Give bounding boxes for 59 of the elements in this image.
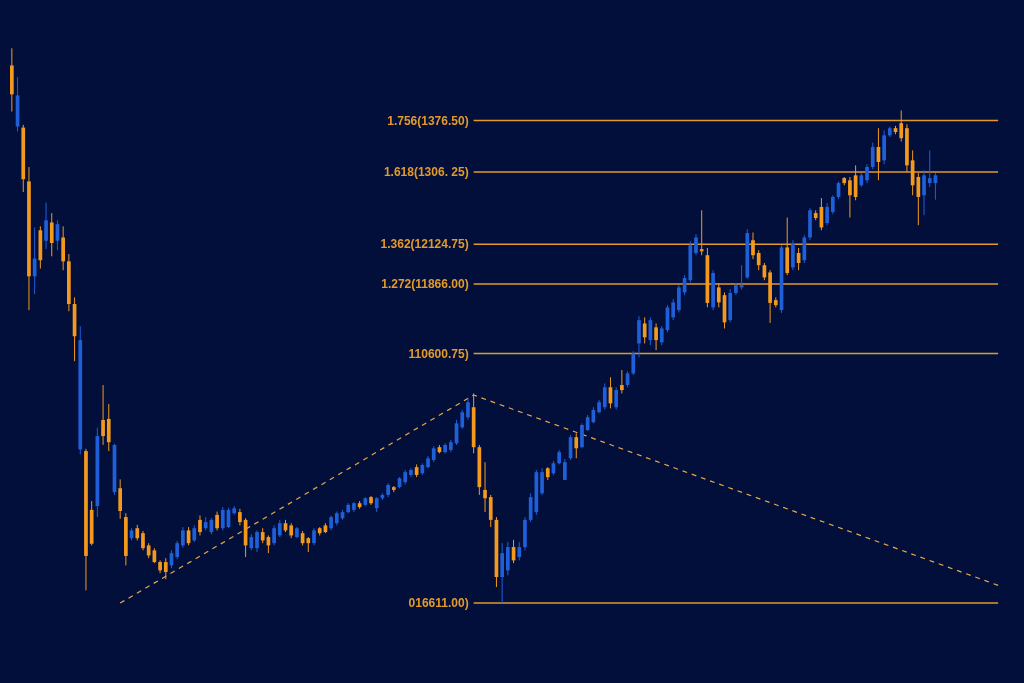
candlestick bbox=[32, 226, 37, 295]
candlestick bbox=[848, 176, 852, 218]
candlestick bbox=[631, 350, 636, 376]
candlestick bbox=[716, 282, 721, 308]
candlestick bbox=[488, 494, 493, 528]
candlestick bbox=[825, 202, 829, 226]
candlestick bbox=[654, 322, 658, 351]
candlestick bbox=[899, 109, 904, 142]
annotation: 110600.75) bbox=[408, 346, 469, 361]
candlestick bbox=[500, 542, 504, 604]
candlestick bbox=[141, 530, 145, 551]
candlestick bbox=[922, 169, 926, 216]
candlestick bbox=[677, 284, 681, 313]
candlestick bbox=[637, 315, 641, 358]
candlestick bbox=[506, 541, 510, 576]
candlestick bbox=[198, 514, 202, 536]
annotation: 1.618(1306. 25) bbox=[383, 165, 469, 180]
candlestick bbox=[870, 142, 875, 170]
candlestick bbox=[602, 382, 607, 410]
candlestick bbox=[574, 432, 579, 459]
candlestick bbox=[694, 233, 698, 256]
candlestick bbox=[916, 172, 921, 226]
candlestick bbox=[614, 386, 619, 410]
candlestick bbox=[671, 298, 676, 321]
candlestick bbox=[751, 231, 755, 260]
candlestick bbox=[517, 541, 522, 561]
candlestick bbox=[106, 403, 111, 452]
candlestick bbox=[659, 325, 664, 346]
candlestick bbox=[642, 316, 647, 344]
candlestick bbox=[528, 492, 533, 523]
annotation: 1.272(11866.00) bbox=[381, 277, 469, 292]
candlestick bbox=[175, 540, 180, 560]
candlestick bbox=[61, 225, 66, 271]
candlestick bbox=[802, 234, 807, 264]
candlestick bbox=[540, 467, 544, 496]
candlestick bbox=[483, 461, 487, 513]
candlestick bbox=[101, 384, 105, 446]
candlestick bbox=[699, 209, 704, 256]
candlestick bbox=[865, 163, 869, 184]
candlestick bbox=[460, 409, 465, 430]
candlestick bbox=[49, 212, 54, 257]
candlestick bbox=[756, 249, 761, 271]
candlestick bbox=[927, 149, 932, 188]
candlestick bbox=[163, 557, 168, 580]
annotation: 016611.00) bbox=[408, 596, 469, 611]
candlestick bbox=[118, 478, 123, 520]
candlestick bbox=[563, 458, 567, 481]
candlestick bbox=[215, 511, 219, 531]
candlestick bbox=[466, 397, 470, 420]
candlestick bbox=[44, 202, 48, 250]
candlestick bbox=[255, 529, 259, 553]
candlestick bbox=[830, 194, 835, 215]
candlestick bbox=[272, 524, 276, 546]
candlestick bbox=[220, 506, 225, 531]
candlestick bbox=[620, 369, 624, 394]
candlestick bbox=[181, 526, 185, 549]
candlestick bbox=[580, 422, 584, 449]
annotation: 1.362(12124.75) bbox=[380, 237, 469, 252]
annotation: 1.756(1376.50) bbox=[387, 113, 469, 128]
